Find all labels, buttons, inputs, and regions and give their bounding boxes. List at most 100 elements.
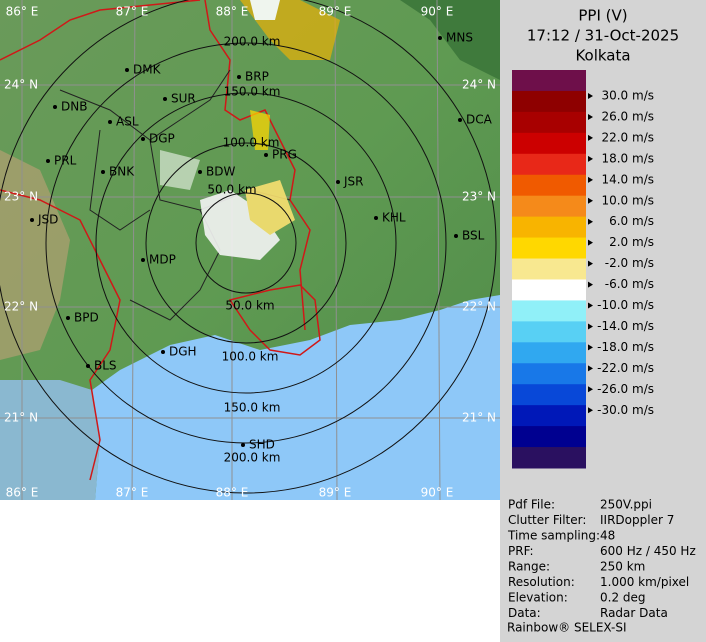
legend-tick [588,218,593,225]
legend-tick [588,323,593,330]
ring-label: 50.0 km [225,299,274,313]
districts [59,69,291,321]
lat-label: 22° N [462,300,496,314]
legend-swatch [512,174,586,197]
range-rings [0,0,497,494]
legend-tick [588,365,593,372]
city-dot [125,68,129,72]
city-dot [108,120,112,124]
city-label: MNS [446,31,473,45]
legend-label: -10.0 m/s [597,298,654,312]
legend-tick [588,93,593,100]
city-dot [101,170,105,174]
lon-label: 89° E [319,5,352,19]
city-dot [163,97,167,101]
legend-swatch [512,132,586,155]
legend-swatch [512,111,586,134]
legend-swatch [512,258,586,280]
legend-tick [588,281,593,288]
station: Kolkata [575,47,630,65]
lon-label: 89° E [319,486,352,500]
info-key: PRF: [508,544,534,558]
city-label: KHL [382,211,406,225]
ring-label: 200.0 km [224,35,281,49]
ring-label: 100.0 km [223,136,280,150]
legend-swatch [512,237,586,260]
borders [0,0,321,481]
legend-label: 30.0 m/s [601,89,654,103]
legend-tick [588,407,593,414]
legend-label: 26.0 m/s [601,109,654,123]
legend-swatch [512,90,586,113]
legend-label: -30.0 m/s [597,403,654,417]
info-key: Time sampling: [507,529,600,543]
info-key: Elevation: [508,591,568,605]
info-value: 250V.ppi [600,498,652,512]
legend-label: 22.0 m/s [601,130,654,144]
city-dot [264,153,268,157]
legend-swatch [512,300,586,322]
info-key: Clutter Filter: [508,513,586,527]
legend-tick [588,302,593,309]
city-dot [30,218,34,222]
ring-label: 150.0 km [224,85,281,99]
info-value: 1.000 km/pixel [600,575,689,589]
city-label: DCA [466,113,493,127]
lat-label: 23° N [4,190,38,204]
legend-label: 6.0 m/s [609,214,654,228]
city-dot [438,36,442,40]
city-dot [66,316,70,320]
city-label: BDW [206,165,235,179]
city-label: PRL [54,154,77,168]
city-label: MDP [149,253,176,267]
lat-label: 24° N [4,78,38,92]
city-dot [46,159,50,163]
legend-label: -2.0 m/s [605,256,654,270]
ring-label: 150.0 km [224,401,281,415]
lon-label: 90° E [421,486,454,500]
lat-label: 21° N [462,411,496,425]
city-label: JSR [343,175,364,189]
lon-label: 86° E [6,486,39,500]
city-dot [336,180,340,184]
legend-label: 18.0 m/s [601,151,654,165]
legend-label: -18.0 m/s [597,340,654,354]
city-label: DGP [149,132,175,146]
title: PPI (V) [578,7,627,25]
legend-tick [588,176,593,183]
legend-swatch [512,342,586,364]
lat-label: 24° N [462,78,496,92]
sea-west [0,380,100,500]
city-dot [161,350,165,354]
legend-swatch [512,153,586,176]
info-value: 600 Hz / 450 Hz [600,544,696,558]
city-dot [86,364,90,368]
legend-swatch [512,279,586,301]
city-label: DGH [169,345,197,359]
sea [92,295,500,500]
city-label: JSD [37,213,58,227]
legend-label: 2.0 m/s [609,235,654,249]
city-label: BLS [94,359,117,373]
city-label: DMK [133,63,162,77]
echoes [160,0,340,260]
city-label: DNB [61,100,87,114]
ring-label: 200.0 km [224,451,281,465]
lon-label: 87° E [116,486,149,500]
legend-tick [588,344,593,351]
legend-swatch [512,384,586,406]
legend-label: 14.0 m/s [601,172,654,186]
info-value: Radar Data [600,606,668,620]
city-label: PRG [272,148,297,162]
city-label: BPD [74,311,99,325]
lon-label: 88° E [216,486,249,500]
info-value: 250 km [600,560,645,574]
lon-label: 86° E [6,5,39,19]
city-dot [241,443,245,447]
lat-label: 23° N [462,190,496,204]
city-label: BNK [109,165,135,179]
ring-label: 100.0 km [222,350,279,364]
city-dot [53,105,57,109]
